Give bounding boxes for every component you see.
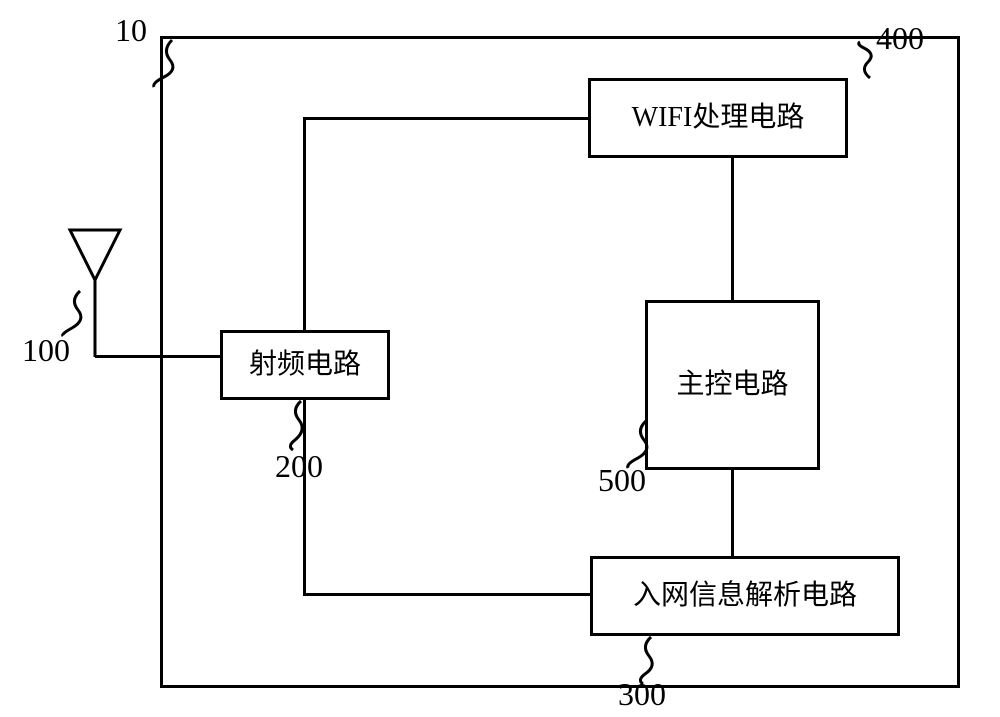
connector-rf-wifi-v — [303, 118, 306, 333]
block-parse-label: 入网信息解析电路 — [633, 579, 857, 613]
block-rf-label: 射频电路 — [249, 348, 361, 382]
connector-antenna-rf — [95, 355, 223, 358]
label-100: 100 — [22, 332, 70, 369]
block-main: 主控电路 — [645, 300, 820, 470]
connector-wifi-main — [731, 156, 734, 303]
squiggle-10 — [142, 35, 182, 90]
label-400: 400 — [876, 20, 924, 57]
block-wifi-label: WIFI处理电路 — [632, 101, 805, 135]
connector-main-parse — [731, 468, 734, 559]
diagram-root: 射频电路 WIFI处理电路 主控电路 入网信息解析电路 10 — [0, 0, 1000, 717]
squiggle-200 — [283, 398, 318, 453]
block-wifi: WIFI处理电路 — [588, 78, 848, 158]
block-parse: 入网信息解析电路 — [590, 556, 900, 636]
squiggle-100 — [55, 288, 95, 338]
label-200: 200 — [275, 448, 323, 485]
block-main-label: 主控电路 — [676, 368, 788, 402]
connector-rf-parse-h — [303, 593, 593, 596]
label-300: 300 — [618, 676, 666, 713]
block-rf: 射频电路 — [220, 330, 390, 400]
connector-rf-wifi-h — [303, 117, 591, 120]
label-500: 500 — [598, 462, 646, 499]
label-10: 10 — [115, 12, 147, 49]
